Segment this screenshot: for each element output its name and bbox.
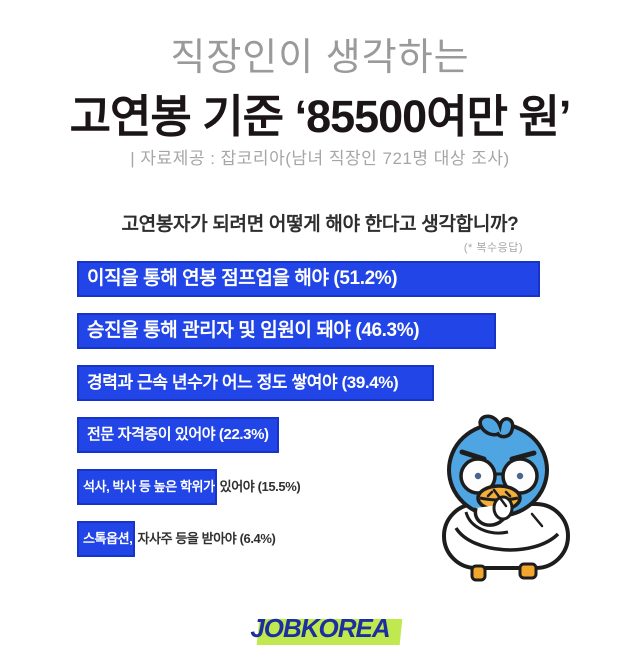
bar-label-off-bar: 자사주 등을 받아야 (6.4%) (137, 531, 276, 546)
title-line-1: 직장인이 생각하는 (170, 37, 470, 79)
mascot-foot (518, 562, 538, 580)
bar-label-on-bar: 승진을 통해 관리자 및 임원이 돼야 (46.3%) (87, 320, 420, 341)
bar (77, 313, 496, 349)
bar-label-off-bar (397, 268, 402, 289)
bar-row: 석사, 박사 등 높은 학위가 있어야 (15.5%) (77, 469, 563, 505)
bar-label-off-bar (419, 320, 424, 341)
jobkorea-logo: JOBKOREA (246, 611, 404, 646)
bar-label-on-bar: 스톡옵션, (83, 531, 133, 546)
bar-labels: 경력과 근속 년수가 어느 정도 쌓여야 (39.4%) (77, 365, 563, 401)
bar (77, 261, 540, 297)
mascot-foot (470, 564, 487, 582)
bar-labels: 스톡옵션, 자사주 등을 받아야 (6.4%) (77, 521, 563, 557)
bar-label-on-bar: 경력과 근속 년수가 어느 정도 쌓여야 (39.4%) (87, 373, 399, 392)
title-line-2: 고연봉 기준 ‘85500여만 원’ (69, 91, 572, 142)
mascot-pupil (474, 472, 482, 480)
bar (77, 521, 135, 557)
bar (77, 365, 434, 401)
bar-row: 승진을 통해 관리자 및 임원이 돼야 (46.3%) (77, 313, 563, 349)
bar-row: 스톡옵션, 자사주 등을 받아야 (6.4%) (77, 521, 563, 557)
bar-row: 전문 자격증이 있어야 (22.3%) (77, 417, 563, 453)
bar-chart: 이직을 통해 연봉 점프업을 해야 (51.2%) 승진을 통해 관리자 및 임… (77, 261, 563, 573)
bar-labels: 석사, 박사 등 높은 학위가 있어야 (15.5%) (77, 469, 563, 505)
mascot-pupil (516, 472, 524, 480)
bar-label-off-bar (398, 373, 403, 392)
logo-text: JOBKOREA (250, 613, 390, 643)
bar-labels: 이직을 통해 연봉 점프업을 해야 (51.2%) (77, 261, 563, 297)
mascot-hair-tuft (478, 414, 515, 439)
bar (77, 417, 279, 453)
bar-row: 이직을 통해 연봉 점프업을 해야 (51.2%) (77, 261, 563, 297)
source-credit: | 자료제공 : 잡코리아(남녀 직장인 721명 대상 조사) (130, 149, 510, 168)
bar-label-on-bar: 석사, 박사 등 높은 학위가 (83, 479, 215, 494)
multiple-response-note: (* 복수응답) (463, 242, 523, 254)
bar (77, 469, 217, 505)
mascot-hand (492, 495, 514, 521)
mascot-pencil (492, 488, 508, 508)
footer: JOBKOREA (0, 611, 640, 646)
mascot-bird-illustration (442, 414, 570, 582)
bar-label-off-bar (269, 426, 274, 443)
bar-labels: 전문 자격증이 있어야 (22.3%) (77, 417, 563, 453)
bar-labels: 승진을 통해 관리자 및 임원이 돼야 (46.3%) (77, 313, 563, 349)
bar-label-on-bar: 이직을 통해 연봉 점프업을 해야 (51.2%) (87, 268, 398, 289)
survey-question: 고연봉자가 되려면 어떻게 해야 한다고 생각합니까? (121, 214, 519, 235)
bar-label-off-bar: 있어야 (15.5%) (219, 479, 301, 494)
bar-label-on-bar: 전문 자격증이 있어야 (22.3%) (87, 426, 269, 443)
bar-row: 경력과 근속 년수가 어느 정도 쌓여야 (39.4%) (77, 365, 563, 401)
